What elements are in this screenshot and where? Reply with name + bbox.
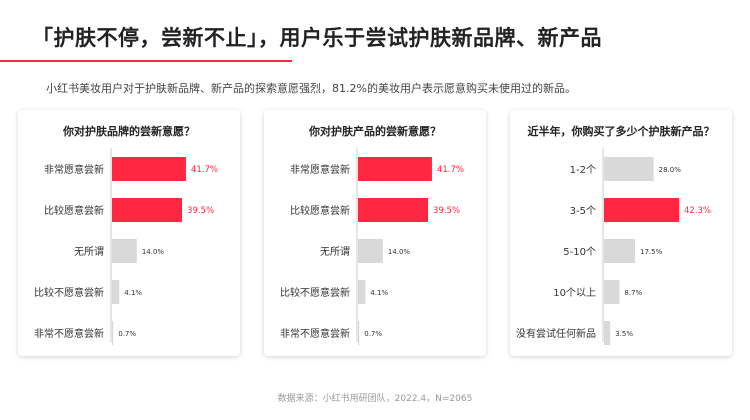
data-label: 39.5% — [187, 206, 214, 216]
data-label: 8.7% — [624, 289, 642, 297]
bar — [358, 321, 360, 345]
bar-chart-brand-willingness: 非常愿意尝新 41.7% 比较愿意尝新 39.5% 无所谓 14.0% 比较不愿意尝新 4.1… — [34, 148, 218, 345]
data-label: 42.3% — [684, 206, 711, 216]
bar — [112, 198, 183, 222]
bar — [604, 321, 611, 345]
bar — [112, 321, 114, 345]
category-label: 比较愿意尝新 — [290, 204, 350, 217]
bar — [358, 198, 429, 222]
page-subtitle: 小红书美妆用户对于护肤新品牌、新产品的探索意愿强烈，81.2%的美妆用户表示愿意… — [46, 82, 576, 95]
chart-title: 你对护肤品牌的尝新意愿？ — [63, 125, 195, 138]
chart-title: 近半年，你购买了多少个护肤新产品？ — [527, 125, 715, 138]
category-label: 没有尝试任何新品 — [516, 327, 596, 340]
data-label: 4.1% — [370, 289, 388, 297]
data-label: 41.7% — [191, 165, 218, 175]
page-title: 「护肤不停，尝新不止」，用户乐于尝试护肤新品牌、新产品 — [32, 26, 602, 50]
category-label: 1-2个 — [570, 164, 596, 176]
category-label: 非常愿意尝新 — [290, 163, 350, 176]
category-label: 5-10个 — [563, 246, 596, 258]
data-label: 17.5% — [640, 248, 663, 256]
data-label: 0.7% — [364, 330, 382, 338]
bar — [112, 157, 186, 181]
category-label: 非常愿意尝新 — [44, 163, 104, 176]
data-label: 4.1% — [124, 289, 142, 297]
category-label: 比较不愿意尝新 — [280, 286, 350, 299]
bar — [358, 239, 383, 263]
bar — [112, 280, 120, 304]
data-label: 41.7% — [437, 165, 464, 175]
chart-panel-brand-willingness: 你对护肤品牌的尝新意愿？ 非常愿意尝新 41.7% 比较愿意尝新 39.5% 无所谓 14… — [18, 110, 240, 356]
chart-panel-product-willingness: 你对护肤产品的尝新意愿？ 非常愿意尝新 41.7% 比较愿意尝新 39.5% 无所谓 14… — [264, 110, 486, 356]
category-label: 非常不愿意尝新 — [280, 327, 350, 340]
chart-title: 你对护肤产品的尝新意愿？ — [309, 125, 441, 138]
category-label: 非常不愿意尝新 — [34, 327, 104, 340]
title-accent-line — [0, 60, 292, 62]
data-source-note: 数据来源：小红书用研团队，2022.4，N=2065 — [277, 394, 473, 404]
data-label: 0.7% — [118, 330, 136, 338]
bar — [604, 157, 654, 181]
data-label: 3.5% — [615, 330, 633, 338]
bar — [112, 239, 137, 263]
category-label: 比较不愿意尝新 — [34, 286, 104, 299]
data-label: 14.0% — [142, 248, 165, 256]
category-label: 比较愿意尝新 — [44, 204, 104, 217]
category-label: 3-5个 — [570, 205, 596, 217]
bar — [604, 239, 636, 263]
bar — [358, 280, 366, 304]
category-label: 无所谓 — [74, 246, 104, 258]
bar-chart-product-willingness: 非常愿意尝新 41.7% 比较愿意尝新 39.5% 无所谓 14.0% 比较不愿意尝新 4.1… — [280, 148, 464, 345]
bar — [604, 280, 620, 304]
category-label: 10个以上 — [553, 287, 596, 299]
category-label: 无所谓 — [320, 246, 350, 258]
bar-chart-new-products-purchased: 1-2个 28.0% 3-5个 42.3% 5-10个 17.5% 10个以上 8.7% 没有尝… — [516, 148, 711, 345]
data-label: 39.5% — [433, 206, 460, 216]
bar — [604, 198, 679, 222]
bar — [358, 157, 432, 181]
data-label: 14.0% — [388, 248, 411, 256]
chart-panel-new-products-purchased: 近半年，你购买了多少个护肤新产品？ 1-2个 28.0% 3-5个 42.3% 5-10… — [510, 110, 732, 356]
data-label: 28.0% — [659, 166, 682, 174]
